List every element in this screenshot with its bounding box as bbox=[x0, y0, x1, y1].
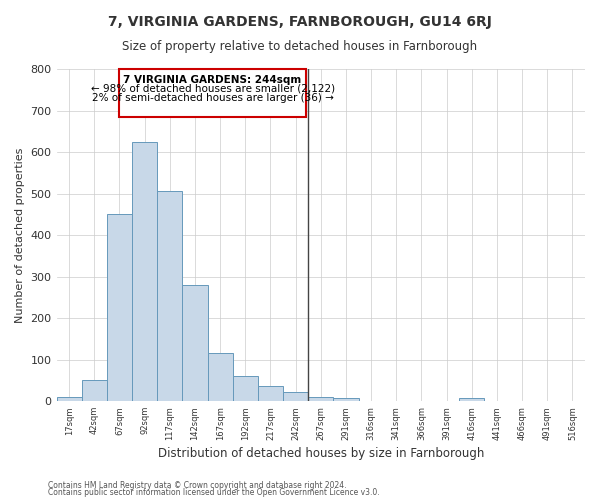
Text: Contains HM Land Registry data © Crown copyright and database right 2024.: Contains HM Land Registry data © Crown c… bbox=[48, 480, 347, 490]
Bar bbox=[182, 285, 208, 401]
Bar bbox=[233, 376, 258, 401]
Text: 2% of semi-detached houses are larger (36) →: 2% of semi-detached houses are larger (3… bbox=[92, 92, 334, 102]
Bar bbox=[56, 397, 82, 401]
Bar bbox=[283, 392, 308, 401]
Bar bbox=[258, 386, 283, 401]
Bar bbox=[334, 398, 359, 401]
Text: Contains public sector information licensed under the Open Government Licence v3: Contains public sector information licen… bbox=[48, 488, 380, 497]
Bar bbox=[107, 214, 132, 401]
Bar bbox=[459, 398, 484, 401]
Text: Size of property relative to detached houses in Farnborough: Size of property relative to detached ho… bbox=[122, 40, 478, 53]
Text: 7, VIRGINIA GARDENS, FARNBOROUGH, GU14 6RJ: 7, VIRGINIA GARDENS, FARNBOROUGH, GU14 6… bbox=[108, 15, 492, 29]
Bar bbox=[208, 352, 233, 401]
Text: ← 98% of detached houses are smaller (2,122): ← 98% of detached houses are smaller (2,… bbox=[91, 84, 335, 94]
Bar bbox=[82, 380, 107, 401]
Text: 7 VIRGINIA GARDENS: 244sqm: 7 VIRGINIA GARDENS: 244sqm bbox=[124, 75, 302, 85]
X-axis label: Distribution of detached houses by size in Farnborough: Distribution of detached houses by size … bbox=[158, 447, 484, 460]
Bar bbox=[308, 397, 334, 401]
Bar bbox=[157, 192, 182, 401]
FancyBboxPatch shape bbox=[119, 69, 305, 117]
Bar bbox=[132, 142, 157, 401]
Y-axis label: Number of detached properties: Number of detached properties bbox=[15, 148, 25, 323]
